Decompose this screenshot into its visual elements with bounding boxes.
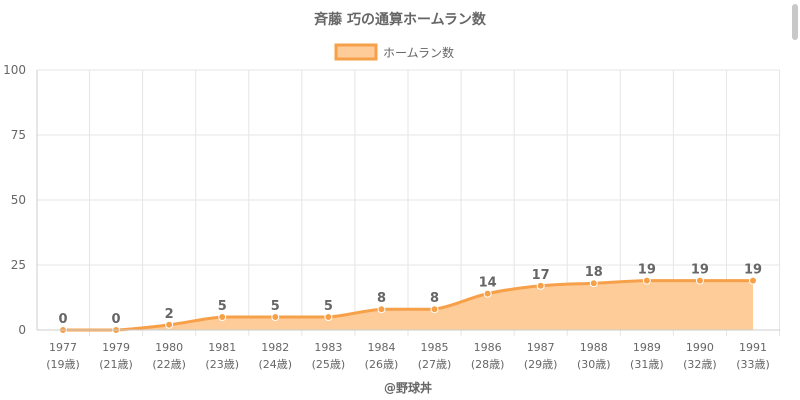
y-tick-label: 75 <box>11 128 26 142</box>
data-point[interactable] <box>165 320 174 329</box>
x-tick-sublabel: (25歳) <box>312 358 346 371</box>
y-tick-label: 50 <box>11 193 26 207</box>
chart-title: 斉藤 巧の通算ホームラン数 <box>314 11 487 28</box>
x-tick-label: 1979 <box>102 341 130 354</box>
data-label: 8 <box>430 291 439 306</box>
footer-credit: @野球丼 <box>384 380 432 395</box>
data-label: 8 <box>377 291 386 306</box>
legend-label: ホームラン数 <box>383 45 454 60</box>
x-tick-sublabel: (24歳) <box>259 358 293 371</box>
data-point[interactable] <box>536 281 545 290</box>
x-tick-sublabel: (19歳) <box>46 358 80 371</box>
x-tick-sublabel: (22歳) <box>152 358 186 371</box>
data-label: 0 <box>58 312 67 327</box>
data-point[interactable] <box>695 276 704 285</box>
data-point[interactable] <box>271 313 280 321</box>
y-tick-label: 100 <box>3 63 26 77</box>
x-tick-sublabel: (27歳) <box>418 358 452 371</box>
x-tick-label: 1984 <box>367 341 395 354</box>
y-tick-label: 0 <box>18 323 26 337</box>
data-point[interactable] <box>324 313 333 321</box>
data-point[interactable] <box>642 276 651 285</box>
x-tick-sublabel: (21歳) <box>99 358 133 371</box>
data-label: 5 <box>271 299 280 314</box>
legend[interactable]: ホームラン数 <box>334 43 454 61</box>
x-tick-label: 1977 <box>49 341 77 354</box>
x-tick-label: 1991 <box>739 341 767 354</box>
data-point[interactable] <box>430 305 439 314</box>
series-line <box>63 279 753 332</box>
data-label: 5 <box>218 299 227 314</box>
x-tick-label: 1981 <box>208 341 236 354</box>
scrollbar[interactable] <box>792 4 798 40</box>
x-tick-sublabel: (31歳) <box>630 358 664 371</box>
x-tick-label: 1987 <box>527 341 555 354</box>
data-label: 14 <box>479 276 497 291</box>
x-tick-sublabel: (26歳) <box>365 358 399 371</box>
data-point[interactable] <box>589 279 598 288</box>
x-tick-sublabel: (32歳) <box>683 358 717 371</box>
x-tick-sublabel: (33歳) <box>736 358 770 371</box>
data-point[interactable] <box>218 313 227 321</box>
x-tick-label: 1983 <box>314 341 342 354</box>
x-tick-sublabel: (30歳) <box>577 358 611 371</box>
x-tick-label: 1980 <box>155 341 183 354</box>
axes: 02550751001977(19歳)1979(21歳)1980(22歳)198… <box>3 63 780 371</box>
x-tick-label: 1982 <box>261 341 289 354</box>
data-label: 2 <box>165 307 174 322</box>
data-label: 18 <box>585 265 603 280</box>
data-label: 19 <box>744 263 762 278</box>
x-tick-label: 1985 <box>421 341 449 354</box>
data-label: 19 <box>638 263 656 278</box>
x-tick-label: 1988 <box>580 341 608 354</box>
x-tick-label: 1986 <box>474 341 502 354</box>
x-tick-sublabel: (29歳) <box>524 358 558 371</box>
x-tick-label: 1990 <box>686 341 714 354</box>
x-tick-sublabel: (23歳) <box>205 358 239 371</box>
data-labels: 0 0 2 5 5 5 8 8 14 17 18 19 19 19 <box>58 263 762 327</box>
data-label: 19 <box>691 263 709 278</box>
legend-swatch <box>334 43 378 61</box>
x-tick-sublabel: (28歳) <box>471 358 505 371</box>
data-point[interactable] <box>483 289 492 298</box>
x-tick-label: 1989 <box>633 341 661 354</box>
y-tick-label: 25 <box>11 258 26 272</box>
data-label: 5 <box>324 299 333 314</box>
data-label: 17 <box>532 268 550 283</box>
data-point[interactable] <box>749 276 757 285</box>
data-label: 0 <box>112 312 121 327</box>
data-point[interactable] <box>377 305 386 314</box>
